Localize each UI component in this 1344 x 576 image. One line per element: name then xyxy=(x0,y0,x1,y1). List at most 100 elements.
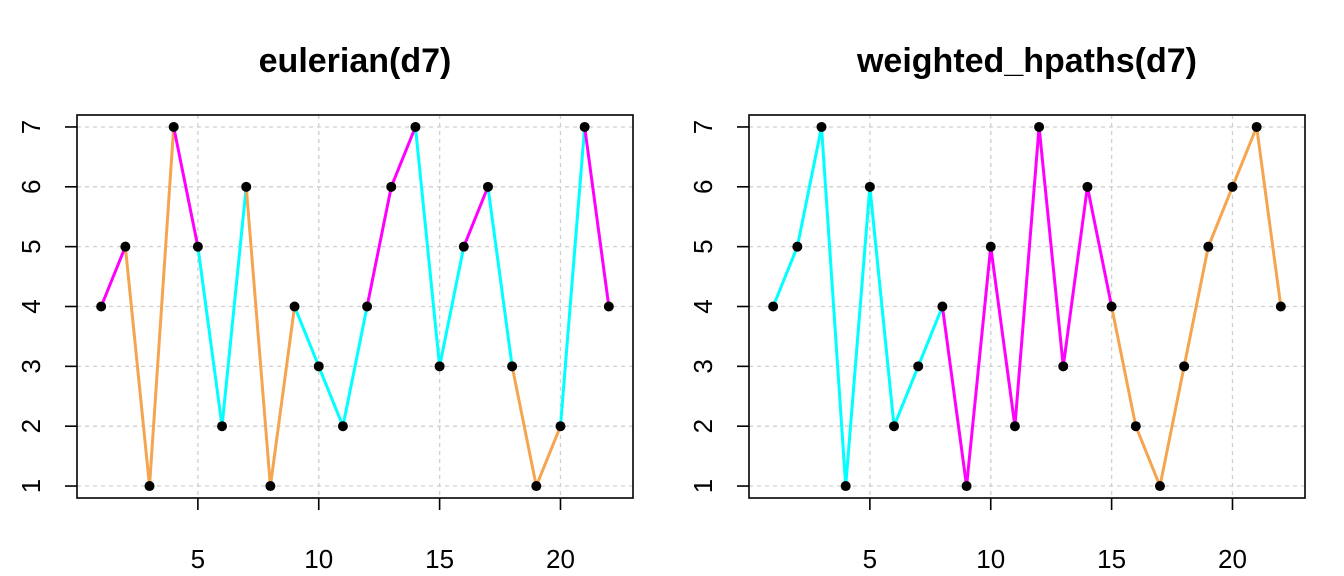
data-point xyxy=(1227,181,1238,192)
data-point xyxy=(241,181,252,192)
series-segment xyxy=(196,245,224,428)
y-tick-label: 1 xyxy=(16,479,46,493)
x-tick-label: 10 xyxy=(976,544,1005,574)
series-segment xyxy=(317,364,345,428)
data-point xyxy=(555,421,566,432)
data-point xyxy=(168,121,179,132)
data-point xyxy=(362,301,373,312)
data-point xyxy=(1130,421,1141,432)
series-segment xyxy=(438,245,466,368)
x-tick-label: 20 xyxy=(546,544,575,574)
data-point xyxy=(768,301,779,312)
series-segment xyxy=(1255,125,1283,308)
series-segment xyxy=(1158,364,1186,488)
data-point xyxy=(579,121,590,132)
y-tick-label: 7 xyxy=(688,120,718,134)
data-point xyxy=(192,241,203,252)
data-point xyxy=(1251,121,1262,132)
series-segment xyxy=(1230,125,1259,189)
series-segment xyxy=(989,245,1017,428)
series-segment xyxy=(844,185,872,488)
data-point xyxy=(337,421,348,432)
y-tick-label: 2 xyxy=(688,419,718,433)
x-tick-label: 5 xyxy=(863,544,877,574)
data-point xyxy=(1082,181,1093,192)
data-point xyxy=(961,481,972,492)
data-point xyxy=(96,301,107,312)
data-point xyxy=(889,421,900,432)
data-point xyxy=(120,241,131,252)
y-tick-label: 1 xyxy=(688,479,718,493)
data-point xyxy=(265,481,276,492)
series-segment xyxy=(892,364,920,428)
y-tick-label: 3 xyxy=(688,359,718,373)
y-tick-label: 5 xyxy=(16,239,46,253)
y-tick-label: 6 xyxy=(16,180,46,194)
y-tick-label: 6 xyxy=(688,180,718,194)
series-segment xyxy=(795,125,824,249)
data-point xyxy=(482,181,493,192)
y-tick-label: 7 xyxy=(16,120,46,134)
data-point xyxy=(458,241,469,252)
series-segment xyxy=(268,305,297,488)
series-segment xyxy=(1037,125,1065,368)
series-segment xyxy=(1182,245,1210,368)
data-point xyxy=(289,301,300,312)
data-point xyxy=(1179,361,1190,372)
series-segment xyxy=(771,245,799,308)
data-point xyxy=(1275,301,1286,312)
data-point xyxy=(816,121,827,132)
data-point xyxy=(1154,481,1165,492)
series-segment xyxy=(413,125,442,368)
series-segment xyxy=(510,364,538,488)
y-tick-label: 3 xyxy=(16,359,46,373)
x-tick-label: 5 xyxy=(191,544,205,574)
y-tick-label: 4 xyxy=(688,299,718,313)
series-segment xyxy=(1110,305,1138,428)
series-segment xyxy=(1013,125,1041,428)
data-point xyxy=(313,361,324,372)
series-segment xyxy=(916,305,944,368)
x-tick-label: 10 xyxy=(304,544,333,574)
series-segment xyxy=(123,245,152,488)
data-point xyxy=(144,481,155,492)
chart-panel: eulerian(d7) 5 10 15 20 1 2 3 4 5 6 7 xyxy=(16,42,634,574)
data-point xyxy=(864,181,875,192)
series-segment xyxy=(868,185,896,428)
series-segment xyxy=(534,424,562,488)
series-segment xyxy=(965,245,993,488)
data-point xyxy=(603,301,614,312)
data-point xyxy=(1203,241,1214,252)
data-point xyxy=(913,361,924,372)
data-point xyxy=(985,241,996,252)
series-segment xyxy=(1134,424,1162,488)
data-point xyxy=(410,121,421,132)
data-point xyxy=(937,301,948,312)
y-tick-label: 4 xyxy=(16,299,46,313)
series-segment xyxy=(172,125,200,249)
series-segment xyxy=(99,245,127,308)
panels: eulerian(d7)5 10 15 201234567weighted_hpath… xyxy=(16,42,1306,574)
series-segment xyxy=(820,125,848,488)
series-segment xyxy=(486,185,514,368)
data-point xyxy=(1058,361,1069,372)
series-segment xyxy=(940,305,969,488)
series-segment xyxy=(220,185,248,428)
data-point xyxy=(507,361,518,372)
data-point xyxy=(840,481,851,492)
series-segment xyxy=(148,125,176,488)
series-segment xyxy=(341,305,369,428)
x-tick-label: 15 xyxy=(425,544,454,574)
data-point xyxy=(1009,421,1020,432)
series-segment xyxy=(462,185,490,249)
chart-title: weighted_hpaths(d7) xyxy=(856,42,1197,80)
series-segment xyxy=(1085,185,1114,308)
data-point xyxy=(386,181,397,192)
x-tick-label: 20 xyxy=(1218,544,1247,574)
data-point xyxy=(217,421,228,432)
series-segment xyxy=(1061,185,1089,368)
chart-title: eulerian(d7) xyxy=(259,42,452,80)
y-tick-label: 2 xyxy=(16,419,46,433)
data-point xyxy=(792,241,803,252)
